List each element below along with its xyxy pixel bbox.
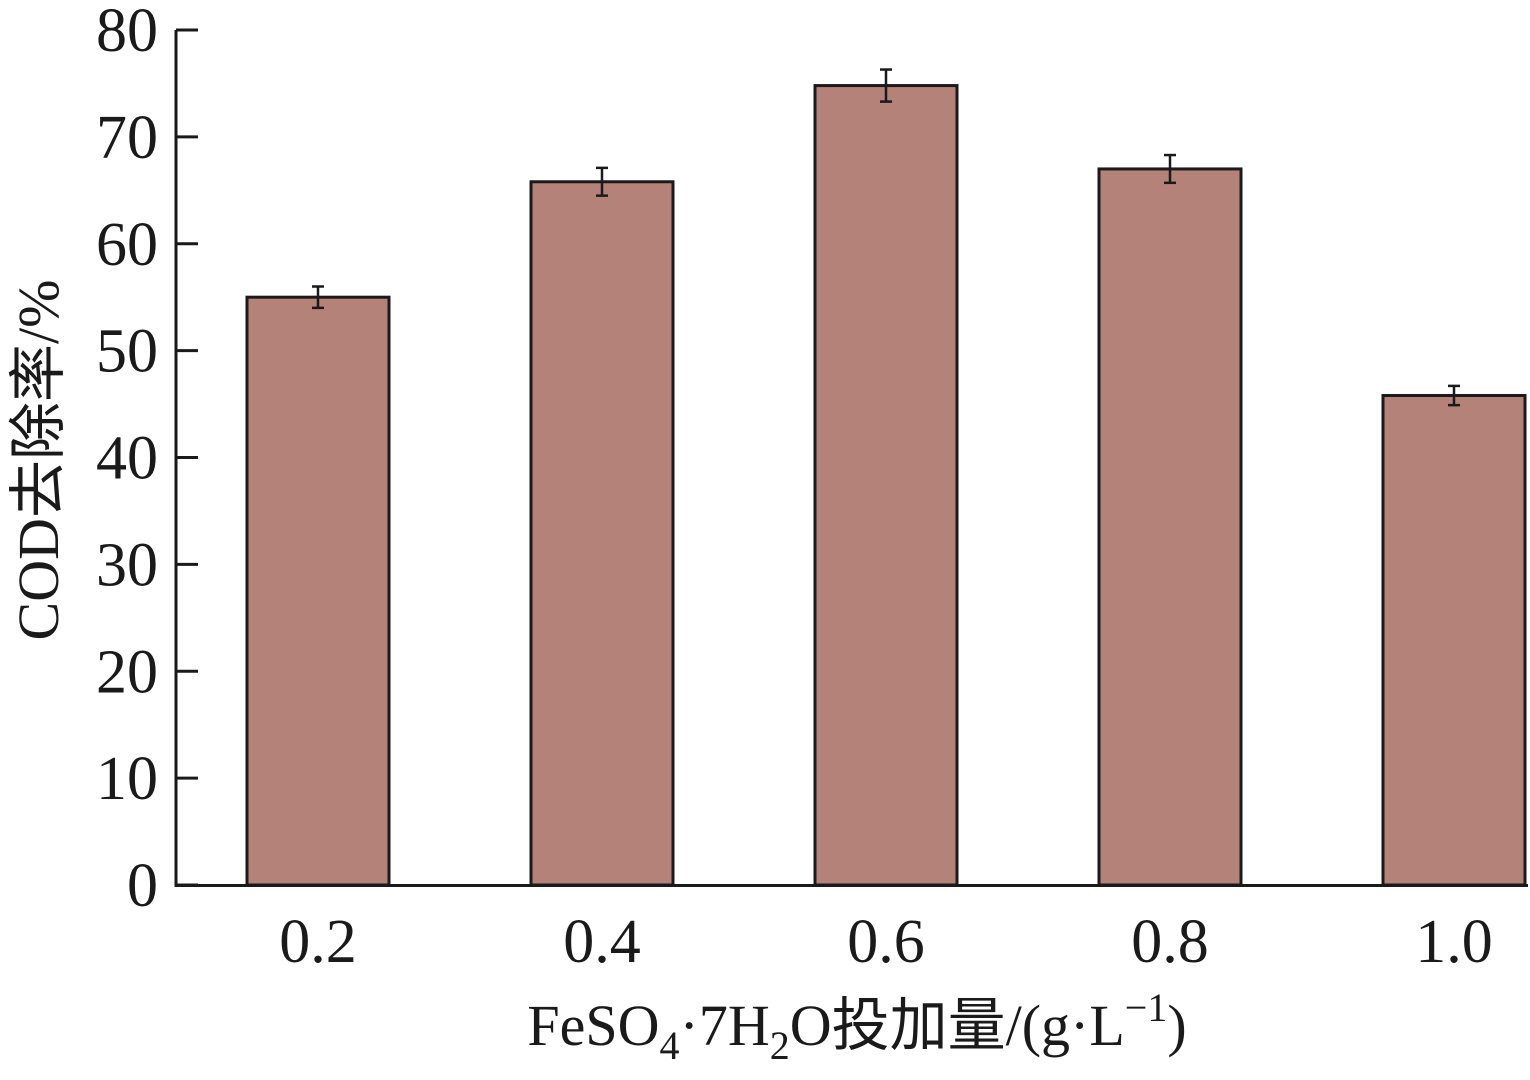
- x-axis-title-superscript: −1: [1125, 985, 1168, 1030]
- error-bar-0.6: [880, 68, 892, 103]
- bar-0.2: [245, 295, 391, 887]
- y-tick-label-40: 40: [96, 425, 158, 493]
- bar-0.4: [529, 180, 675, 887]
- x-axis-ticks: 0.2 0.4 0.6 0.8 1.0: [279, 908, 1493, 976]
- x-tick-label-0.2: 0.2: [279, 908, 357, 976]
- x-tick-label-0.8: 0.8: [1131, 908, 1209, 976]
- y-tick-label-30: 30: [96, 531, 158, 599]
- y-axis-ticks: 0 10 20 30 40 50 60 70 80: [96, 0, 198, 920]
- x-axis-title-part3: O投加量/(g·L: [790, 993, 1125, 1058]
- bar-0.8: [1097, 167, 1243, 887]
- y-tick-label-10: 10: [96, 745, 158, 813]
- x-axis-title-subscript-2: 2: [770, 1023, 790, 1068]
- bar-0.6: [813, 84, 959, 887]
- bar-1.0: [1381, 394, 1527, 887]
- y-tick-label-20: 20: [96, 638, 158, 706]
- x-axis-title-part4: ): [1167, 993, 1186, 1058]
- y-tick-label-70: 70: [96, 104, 158, 172]
- x-tick-label-0.4: 0.4: [563, 908, 641, 976]
- x-axis-title-part1: FeSO: [527, 993, 659, 1058]
- error-bar-0.8: [1164, 153, 1176, 185]
- y-tick-label-60: 60: [96, 211, 158, 279]
- x-axis-title: FeSO4·7H2O投加量/(g·L−1): [527, 985, 1186, 1068]
- x-tick-label-0.6: 0.6: [847, 908, 925, 976]
- bars-layer: [245, 84, 1527, 887]
- error-bars-layer: [312, 68, 1460, 407]
- x-axis-title-subscript-1: 4: [660, 1023, 680, 1068]
- x-axis-title-part2: ·7H: [680, 993, 770, 1058]
- error-bar-0.4: [596, 166, 608, 197]
- y-tick-label-50: 50: [96, 318, 158, 386]
- y-axis-title: COD去除率/%: [6, 280, 71, 641]
- x-tick-label-1.0: 1.0: [1415, 908, 1493, 976]
- error-bar-1.0: [1448, 384, 1460, 407]
- error-bar-0.2: [312, 285, 324, 310]
- y-tick-label-80: 80: [96, 0, 158, 65]
- y-tick-label-0: 0: [127, 852, 158, 920]
